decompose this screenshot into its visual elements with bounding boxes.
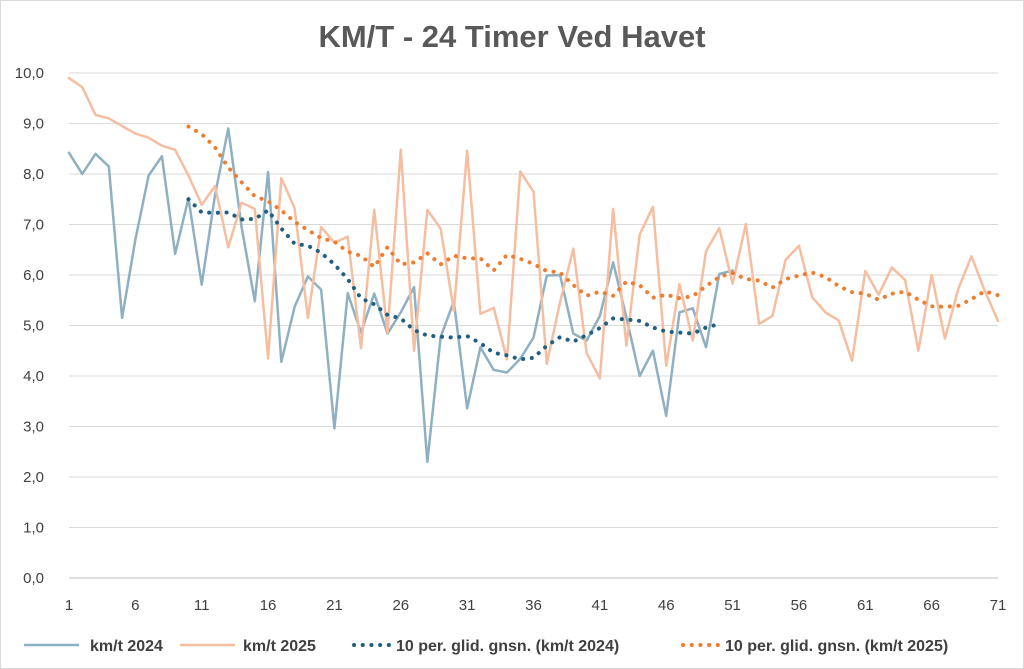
y-tick-label: 1,0 [23, 520, 44, 537]
y-tick-label: 8,0 [23, 166, 44, 183]
y-tick-label: 7,0 [23, 217, 44, 234]
legend-label: km/t 2025 [243, 638, 316, 655]
chart-title: KM/T - 24 Timer Ved Havet [318, 19, 705, 54]
y-tick-label: 0,0 [23, 570, 44, 587]
y-tick-label: 3,0 [23, 419, 44, 436]
x-axis-ticks: 1 6 11 16 21 26 31 36 41 46 51 56 61 66 71 [65, 597, 1007, 614]
y-tick-label: 4,0 [23, 368, 44, 385]
gridlines [69, 72, 998, 579]
y-tick-label: 6,0 [23, 267, 44, 284]
x-tick-label: 21 [326, 597, 343, 614]
x-tick-label: 6 [131, 597, 139, 614]
series-lines [67, 76, 1000, 464]
x-tick-label: 46 [658, 597, 675, 614]
x-tick-label: 41 [592, 597, 609, 614]
x-tick-label: 36 [525, 597, 542, 614]
legend: km/t 2024 km/t 2025 10 per. glid. gnsn. (k… [24, 638, 948, 655]
series-2 [67, 76, 1000, 380]
y-tick-label: 2,0 [23, 469, 44, 486]
legend-item: 10 per. glid. gnsn. (km/t 2024) [352, 638, 619, 655]
x-tick-label: 56 [791, 597, 808, 614]
series-3 [186, 197, 722, 362]
x-tick-label: 26 [392, 597, 409, 614]
x-tick-label: 71 [990, 597, 1007, 614]
y-tick-label: 10,0 [15, 65, 44, 82]
legend-item: km/t 2024 [24, 638, 163, 655]
x-tick-label: 1 [65, 597, 73, 614]
series-line [186, 197, 722, 362]
y-axis-ticks: 0,0 1,0 2,0 3,0 4,0 5,0 6,0 7,0 8,0 9,0 10,0 [15, 65, 44, 587]
legend-item: 10 per. glid. gnsn. (km/t 2025) [681, 638, 948, 655]
legend-label: km/t 2024 [90, 638, 163, 655]
legend-item: km/t 2025 [180, 638, 316, 655]
x-tick-label: 16 [260, 597, 277, 614]
y-tick-label: 5,0 [23, 318, 44, 335]
x-tick-label: 11 [194, 597, 210, 614]
series-line [67, 76, 1000, 380]
x-tick-label: 61 [857, 597, 874, 614]
x-tick-label: 31 [459, 597, 476, 614]
x-tick-label: 66 [923, 597, 940, 614]
legend-label: 10 per. glid. gnsn. (km/t 2025) [725, 638, 948, 655]
y-tick-label: 9,0 [23, 116, 44, 133]
legend-label: 10 per. glid. gnsn. (km/t 2024) [396, 638, 619, 655]
x-tick-label: 51 [724, 597, 741, 614]
